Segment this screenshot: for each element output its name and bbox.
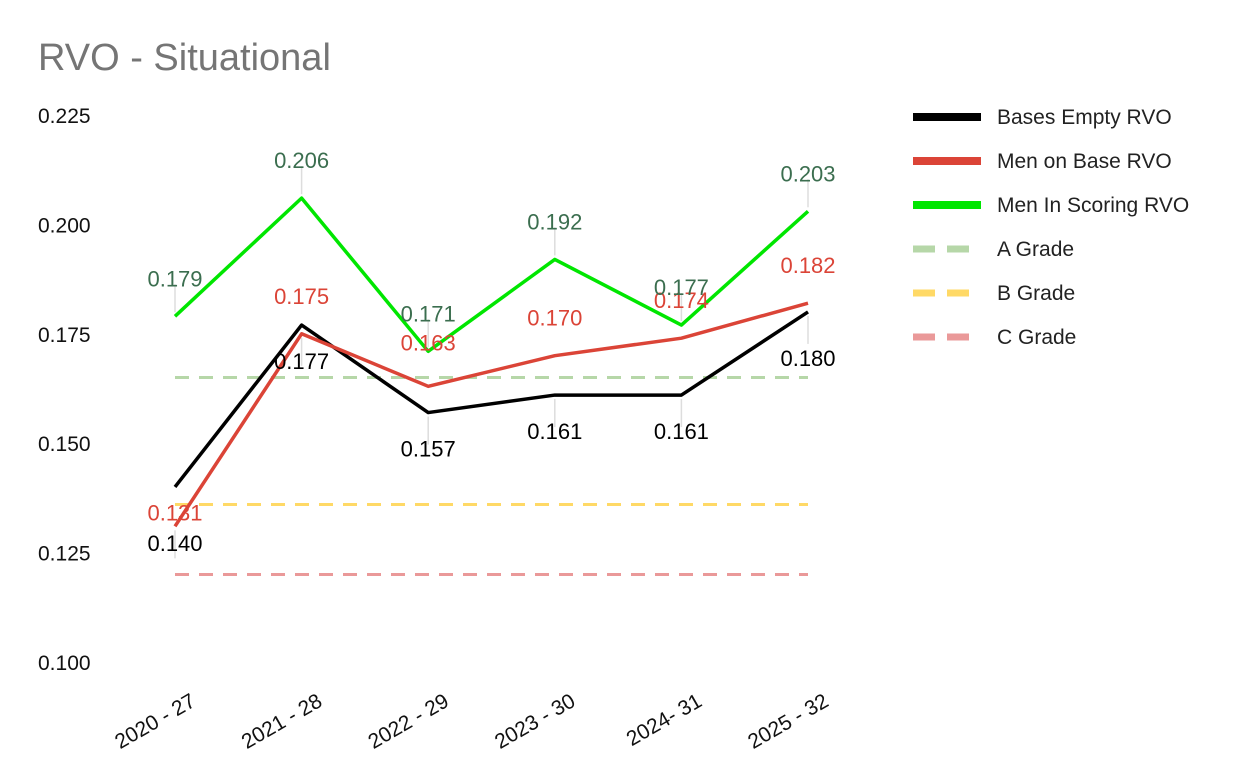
data-label-men-in-scoring-rvo: 0.171	[401, 301, 456, 326]
data-label-men-on-base-rvo: 0.170	[527, 306, 582, 331]
x-axis: 2020 - 27 2021 - 28 2022 - 29 2023 - 30 2024…	[111, 689, 832, 753]
chart-title: RVO - Situational	[38, 37, 331, 79]
series-line-bases-empty-rvo	[173, 310, 809, 489]
data-label-bases-empty-rvo: 0.180	[780, 346, 835, 371]
data-label-bases-empty-rvo: 0.161	[527, 419, 582, 444]
y-tick-label: 0.225	[38, 105, 91, 128]
data-labels: 0.140 0.177 0.157 0.161 0.161 0.180 0.131 0.175…	[147, 148, 835, 556]
legend-entry: A Grade	[913, 238, 1074, 261]
data-label-men-in-scoring-rvo: 0.179	[147, 266, 202, 291]
data-label-guides	[174, 166, 809, 559]
data-label-men-on-base-rvo: 0.131	[147, 500, 202, 525]
data-label-bases-empty-rvo: 0.157	[401, 437, 456, 462]
legend-entry: Men on Base RVO	[913, 150, 1172, 173]
series-line-men-on-base-rvo	[173, 301, 809, 528]
x-tick-label: 2024- 31	[623, 689, 706, 750]
grade-reference-lines	[175, 376, 808, 576]
legend-label: C Grade	[997, 326, 1076, 349]
data-label-men-on-base-rvo: 0.174	[654, 288, 709, 313]
y-tick-label: 0.100	[38, 652, 91, 675]
y-tick-label: 0.125	[38, 543, 91, 566]
data-label-bases-empty-rvo: 0.177	[274, 349, 329, 374]
y-tick-label: 0.200	[38, 214, 91, 237]
data-label-men-on-base-rvo: 0.182	[780, 253, 835, 278]
legend-entry: C Grade	[913, 326, 1076, 349]
x-tick-label: 2025 - 32	[744, 689, 832, 753]
data-label-men-in-scoring-rvo: 0.206	[274, 148, 329, 173]
legend-entry: B Grade	[913, 282, 1075, 305]
data-label-men-in-scoring-rvo: 0.177	[654, 275, 709, 300]
data-label-men-in-scoring-rvo: 0.192	[527, 209, 582, 234]
data-label-men-on-base-rvo: 0.163	[401, 330, 456, 355]
y-tick-label: 0.150	[38, 433, 91, 456]
legend-entry: Men In Scoring RVO	[913, 194, 1189, 217]
data-label-men-on-base-rvo: 0.175	[274, 284, 329, 309]
legend: Bases Empty RVO Men on Base RVO Men In Sco…	[913, 106, 1189, 349]
legend-label: Men In Scoring RVO	[997, 194, 1189, 217]
legend-label: A Grade	[997, 238, 1074, 261]
x-tick-label: 2020 - 27	[111, 689, 199, 753]
legend-entry: Bases Empty RVO	[913, 106, 1172, 129]
x-tick-label: 2022 - 29	[364, 689, 452, 753]
y-tick-label: 0.175	[38, 324, 91, 347]
y-axis: 0.100 0.125 0.150 0.175 0.200 0.225	[38, 105, 91, 675]
legend-label: Men on Base RVO	[997, 150, 1172, 173]
legend-label: Bases Empty RVO	[997, 106, 1172, 129]
x-tick-label: 2023 - 30	[491, 689, 579, 753]
x-tick-label: 2021 - 28	[238, 689, 326, 753]
data-label-bases-empty-rvo: 0.161	[654, 419, 709, 444]
data-label-men-in-scoring-rvo: 0.203	[780, 161, 835, 186]
legend-label: B Grade	[997, 282, 1075, 305]
data-label-bases-empty-rvo: 0.140	[147, 531, 202, 556]
series-line-men-in-scoring-rvo	[173, 196, 810, 354]
series-lines	[173, 196, 810, 528]
